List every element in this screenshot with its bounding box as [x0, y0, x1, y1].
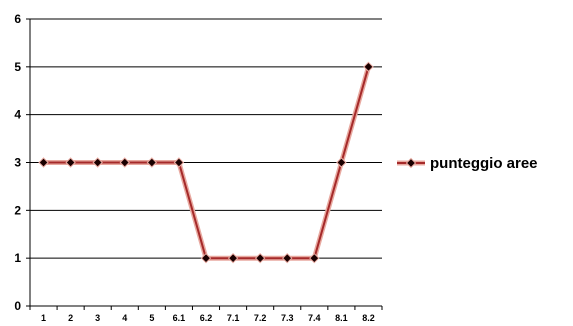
y-tick-label: 3 — [14, 156, 21, 170]
x-tick-label: 6.1 — [173, 313, 186, 323]
data-point-marker — [65, 157, 76, 168]
y-tick-label: 5 — [14, 60, 21, 74]
x-tick-label: 8.1 — [335, 313, 348, 323]
x-tick-label: 7.2 — [254, 313, 267, 323]
legend: punteggio aree — [397, 155, 538, 172]
data-point-marker — [309, 252, 320, 264]
x-tick-label: 8.2 — [362, 313, 375, 323]
data-point-marker — [282, 252, 293, 264]
gridlines — [30, 18, 382, 259]
x-tick-label: 5 — [149, 313, 154, 323]
x-tick-label: 6.2 — [200, 313, 213, 323]
data-point-marker — [92, 157, 103, 168]
legend-label: punteggio aree — [430, 155, 538, 172]
series-group — [38, 61, 374, 264]
x-tick-label: 1 — [41, 313, 46, 323]
axes — [26, 18, 383, 310]
data-point-marker — [200, 252, 212, 264]
x-tick-label: 3 — [95, 313, 100, 323]
x-tick-label: 7.3 — [281, 313, 294, 323]
y-tick-label: 1 — [14, 251, 21, 265]
y-tick-labels: 0 1 2 3 4 5 6 — [14, 12, 21, 313]
x-tick-label: 7.4 — [308, 313, 321, 323]
data-point-marker — [336, 157, 347, 168]
x-tick-label: 2 — [68, 313, 73, 323]
data-point-marker — [227, 252, 239, 264]
data-point-marker — [119, 157, 130, 168]
x-tick-label: 7.1 — [227, 313, 240, 323]
data-point-marker — [363, 61, 374, 73]
data-point-marker — [146, 157, 158, 168]
data-point-marker — [38, 157, 49, 168]
y-tick-label: 4 — [14, 108, 21, 122]
data-point-marker — [173, 157, 185, 168]
data-point-marker — [254, 252, 266, 264]
legend-marker — [405, 157, 417, 169]
y-tick-label: 2 — [14, 203, 21, 217]
y-tick-label: 6 — [14, 12, 21, 26]
x-tick-label: 4 — [122, 313, 127, 323]
y-tick-label: 0 — [14, 299, 21, 313]
x-tick-labels: 1 2 3 4 5 6.1 6.2 7.1 7.2 7.3 7.4 8.1 8.2 — [41, 313, 375, 323]
